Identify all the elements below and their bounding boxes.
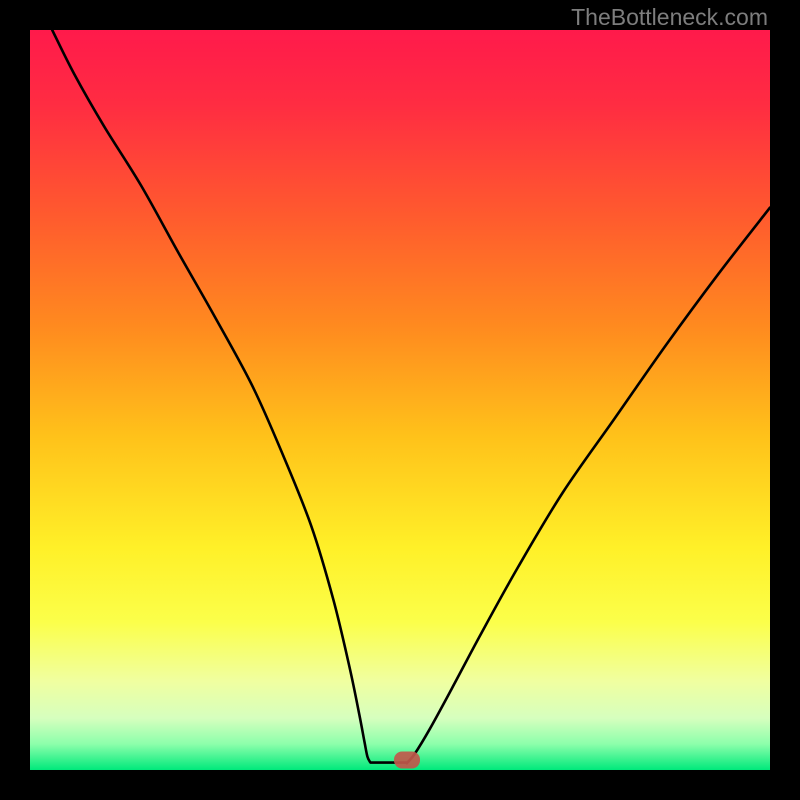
watermark-text: TheBottleneck.com bbox=[571, 4, 768, 31]
plot-area bbox=[30, 30, 770, 770]
bottleneck-marker bbox=[394, 752, 420, 769]
bottleneck-curve bbox=[30, 30, 770, 770]
